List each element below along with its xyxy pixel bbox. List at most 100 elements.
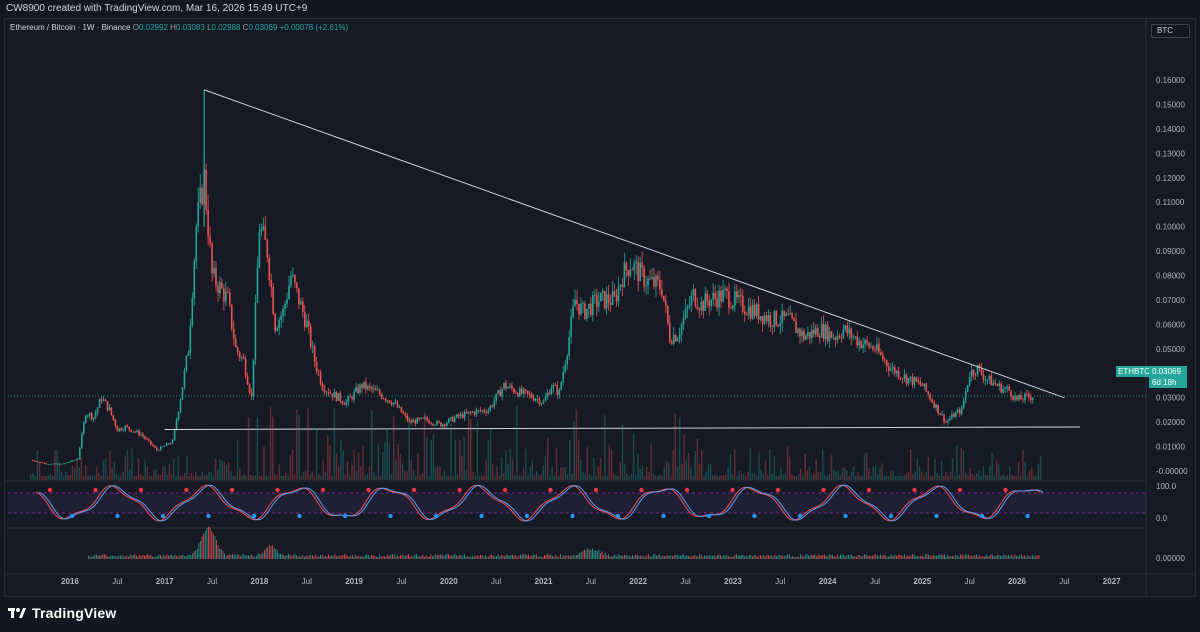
histogram-bar xyxy=(433,555,435,559)
volume-bar xyxy=(41,475,43,480)
histogram-bar xyxy=(123,556,125,559)
candle-body xyxy=(633,263,636,271)
candle-body xyxy=(544,397,547,402)
volume-bar xyxy=(881,463,883,480)
candle-body xyxy=(51,463,54,465)
histogram-bar xyxy=(211,531,213,559)
histogram-bar xyxy=(955,554,957,559)
volume-bar xyxy=(104,458,107,480)
candle-body xyxy=(759,316,762,320)
oversold-dot xyxy=(661,513,666,519)
candle-body xyxy=(850,328,853,338)
candle-body xyxy=(670,341,673,344)
volume-bar xyxy=(709,463,712,480)
candle-body xyxy=(558,389,561,395)
histogram-bar xyxy=(628,555,630,559)
histogram-bar xyxy=(1032,555,1033,559)
currency-button[interactable]: BTC xyxy=(1151,24,1190,38)
volume-bar xyxy=(113,462,116,480)
volume-bar xyxy=(296,409,298,480)
candle-body xyxy=(63,463,65,465)
histogram-bar xyxy=(217,545,219,559)
histogram-bar xyxy=(257,553,259,559)
candle-body xyxy=(834,337,837,341)
histogram-bar xyxy=(958,556,960,559)
histogram-bar xyxy=(348,556,350,559)
volume-bar xyxy=(470,419,472,480)
histogram-bar xyxy=(1001,555,1003,559)
candle-body xyxy=(745,314,748,316)
candle-body xyxy=(483,410,486,413)
histogram-bar xyxy=(857,554,859,559)
candle-body xyxy=(1004,388,1006,390)
candle-body xyxy=(530,394,533,398)
histogram-bar xyxy=(152,556,153,559)
volume-bar xyxy=(991,453,993,480)
histogram-bar xyxy=(651,556,653,559)
tradingview-logo[interactable]: TradingView xyxy=(8,603,116,623)
candle-body xyxy=(576,299,578,304)
candle-body xyxy=(274,314,276,331)
oversold-dot xyxy=(160,513,166,519)
volume-bar xyxy=(1028,470,1031,480)
volume-bar xyxy=(1039,456,1042,480)
histogram-bar xyxy=(969,555,971,559)
y-tick-label: 0.15000 xyxy=(1156,100,1185,109)
histogram-bar xyxy=(174,554,176,559)
histogram-bar xyxy=(427,556,429,559)
candle-body xyxy=(838,336,841,338)
volume-bar xyxy=(443,470,446,480)
histogram-bar xyxy=(420,556,422,559)
candle-body xyxy=(566,355,568,365)
volume-bar xyxy=(384,442,386,480)
histogram-bar xyxy=(342,555,344,559)
histogram-bar xyxy=(854,556,856,559)
histogram-bar xyxy=(872,555,873,559)
histogram-bar xyxy=(286,555,288,559)
candle-body xyxy=(734,291,736,306)
histogram-bar xyxy=(478,556,480,559)
candle-body xyxy=(876,344,878,351)
candle-body xyxy=(1006,386,1008,389)
histogram-bar xyxy=(436,554,438,559)
histogram-bar xyxy=(587,548,589,559)
histogram-bar xyxy=(353,556,355,559)
x-tick-label: Jul xyxy=(775,577,785,586)
candle-body xyxy=(872,346,874,350)
volume-bar xyxy=(349,475,351,480)
y-tick-label: 0.12000 xyxy=(1156,174,1185,183)
volume-bar xyxy=(782,474,784,480)
symbol-label[interactable]: Ethereum / Bitcoin · 1W · Binance xyxy=(10,23,131,32)
histogram-bar xyxy=(832,554,833,559)
volume-bar xyxy=(690,467,692,480)
candle-body xyxy=(371,387,373,390)
volume-bar xyxy=(124,456,127,480)
candle-body xyxy=(791,313,793,318)
histogram-bar xyxy=(931,556,933,559)
histogram-bar xyxy=(336,556,337,559)
candle-body xyxy=(98,399,101,408)
candle-body xyxy=(414,420,417,424)
volume-bar xyxy=(643,475,646,480)
histogram-bar xyxy=(825,556,827,559)
candle-body xyxy=(311,346,314,347)
candle-body xyxy=(43,463,46,464)
histogram-bar xyxy=(900,555,902,559)
x-tick-label: 2020 xyxy=(440,577,458,586)
histogram-bar xyxy=(121,554,123,559)
histogram-bar xyxy=(417,555,419,559)
chart-frame[interactable] xyxy=(4,18,1196,597)
volume-bar xyxy=(925,472,927,480)
candle-body xyxy=(396,402,399,408)
histogram-bar xyxy=(606,555,608,559)
histogram-bar xyxy=(643,556,645,559)
histogram-bar xyxy=(222,550,224,559)
candle-body xyxy=(739,295,742,297)
candle-body xyxy=(684,308,687,318)
candle-body xyxy=(747,306,750,316)
histogram-bar xyxy=(270,546,272,559)
volume-bar xyxy=(872,466,875,480)
candle-body xyxy=(844,325,847,330)
volume-bar xyxy=(855,475,857,480)
